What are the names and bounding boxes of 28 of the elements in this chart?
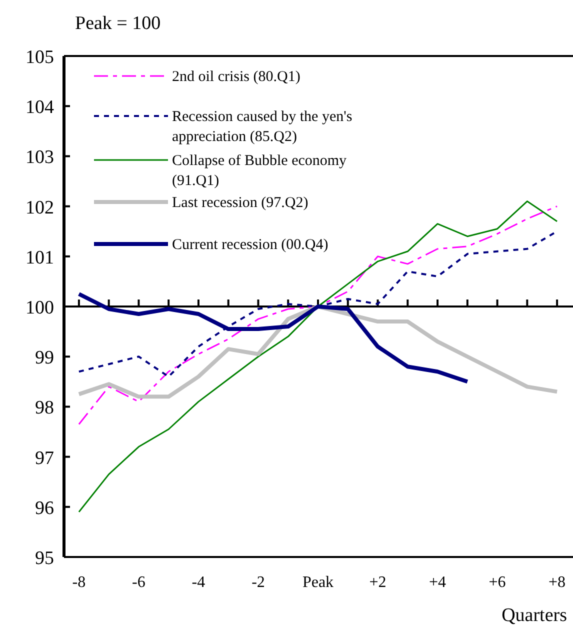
legend-label: Current recession (00.Q4) [172,237,328,253]
y-tick-label: 100 [26,298,54,318]
legend-label: 2nd oil crisis (80.Q1) [172,69,300,85]
y-tick-label: 96 [35,498,54,519]
legend-label: Collapse of Bubble economy (91.Q1) [172,153,348,189]
x-axis-title: Quarters [502,605,567,626]
legend-label: Recession caused by the yen's appreciation (85.Q2) [172,109,352,145]
x-tick-label: -4 [192,574,206,591]
y-tick-label: 97 [35,448,54,469]
y-tick-label: 98 [35,398,54,419]
legend-label: Last recession (97.Q2) [172,195,308,211]
y-tick-label: 99 [35,348,54,369]
line-series [76,304,560,399]
x-tick-label: -2 [252,574,265,591]
y-tick-label: 101 [26,247,54,268]
x-tick-label: +8 [548,574,566,591]
y-tick-label: 95 [35,548,54,569]
x-tick-label: -8 [72,574,86,591]
y-tick-label: 102 [26,197,54,218]
y-axis-title: Peak = 100 [75,13,161,34]
y-tick-label: 105 [26,47,54,68]
x-tick-label: +6 [488,574,506,591]
x-tick-label: +4 [429,574,446,591]
x-tick-label: Peak [302,574,334,591]
x-tick-label: -6 [132,574,146,591]
y-tick-label: 104 [26,97,54,118]
x-tick-label: +2 [369,574,386,591]
y-tick-label: 103 [26,147,54,168]
